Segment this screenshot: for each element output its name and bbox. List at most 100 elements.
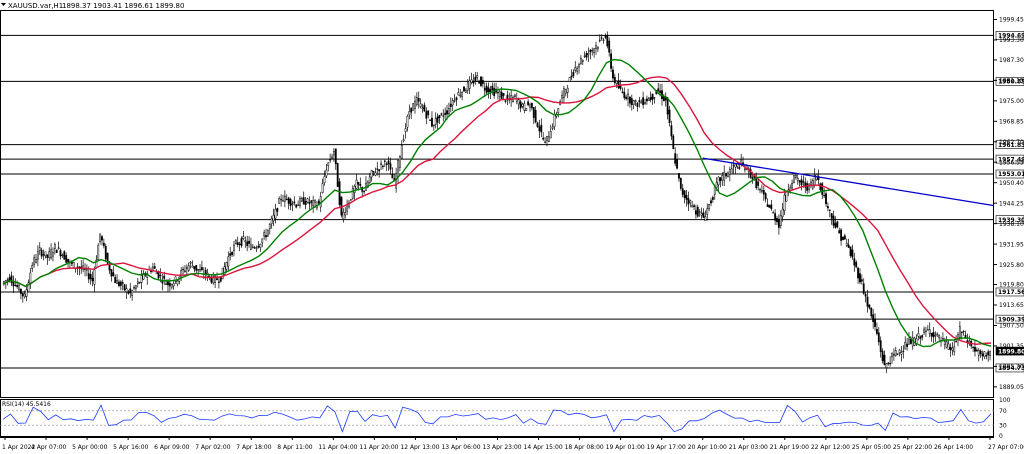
candle-body: [821, 183, 824, 195]
candle-body: [651, 93, 654, 100]
price-level-tag: [995, 314, 1024, 324]
candle-body: [785, 191, 788, 202]
candle-body: [904, 341, 907, 350]
candle-body: [308, 202, 311, 205]
candle-body: [193, 266, 196, 270]
candle-body: [547, 136, 550, 143]
candle-body: [25, 289, 28, 297]
candle-body: [530, 103, 533, 109]
y-tick-label: 1950.40: [999, 180, 1024, 187]
candle-body: [826, 206, 829, 209]
candle-body: [632, 100, 635, 105]
candle-body: [906, 343, 909, 347]
candle-body: [862, 283, 865, 294]
candle-body: [525, 108, 528, 112]
candle-body: [187, 265, 190, 271]
candle-body: [615, 80, 618, 85]
candle-body: [304, 201, 307, 205]
candle-body: [578, 64, 580, 68]
candle-body: [519, 101, 522, 109]
candle-body: [140, 275, 143, 283]
candle-body: [855, 261, 858, 268]
candle-body: [363, 191, 365, 193]
candle-body: [104, 245, 107, 260]
candle-body: [129, 288, 132, 294]
candle-body: [300, 198, 303, 202]
x-tick-label: 13 Apr 23:00: [483, 444, 522, 451]
candle-body: [112, 272, 115, 277]
candle-body: [606, 35, 609, 47]
candle-body: [764, 193, 767, 200]
candle-body: [453, 100, 456, 102]
x-tick-label: 25 Apr 05:00: [852, 444, 891, 451]
candle-body: [268, 224, 271, 229]
x-tick-label: 19 Apr 17:00: [647, 444, 686, 451]
candle-body: [625, 96, 628, 100]
candle-body: [246, 241, 249, 246]
candle-body: [932, 332, 935, 338]
candle-body: [800, 179, 803, 186]
candle-body: [549, 131, 552, 139]
x-tick-label: 5 Apr 16:00: [113, 444, 148, 451]
candle-body: [446, 110, 448, 115]
candle-body: [251, 246, 254, 248]
candle-body: [853, 258, 856, 266]
candle-body: [589, 49, 592, 53]
candle-body: [255, 247, 258, 249]
candle-body: [796, 177, 799, 181]
candle-body: [201, 267, 203, 270]
candle-body: [540, 124, 543, 133]
candle-body: [334, 148, 337, 165]
candle-body: [768, 205, 771, 208]
candle-body: [710, 200, 712, 204]
candle-body: [438, 114, 441, 119]
y-tick-label: 1895.20: [999, 364, 1024, 371]
candle-body: [412, 103, 415, 111]
candle-body: [770, 204, 773, 210]
candle-body: [981, 353, 984, 357]
candle-body: [259, 244, 262, 248]
candle-body: [804, 182, 807, 188]
candle-body: [955, 340, 958, 342]
candle-body: [962, 331, 965, 333]
candle-body: [889, 363, 892, 365]
price-level-tag: [995, 140, 1024, 149]
candle-body: [725, 173, 727, 177]
x-tick-label: 7 Apr 18:00: [236, 444, 271, 451]
price-level-tag: [995, 77, 1024, 86]
candle-body: [700, 213, 703, 216]
price-level-label: 1939.30: [998, 217, 1024, 224]
candle-body: [696, 206, 699, 217]
candle-body: [751, 177, 754, 180]
x-tick-label: 4 Apr 07:00: [31, 444, 66, 451]
candle-body: [378, 169, 381, 172]
candle-body: [455, 97, 458, 101]
candle-body: [723, 171, 726, 181]
price-level-tag: [995, 154, 1024, 164]
candle-body: [581, 59, 584, 62]
candle-body: [242, 236, 245, 239]
candle-body: [238, 243, 241, 245]
candle-body: [283, 195, 286, 202]
candle-body: [52, 252, 54, 257]
candle-body: [285, 198, 288, 201]
candle-body: [695, 210, 697, 215]
candle-body: [110, 269, 113, 277]
candle-body: [649, 96, 652, 100]
candle-body: [23, 293, 26, 298]
candle-body: [448, 108, 450, 115]
price-level-label: 1909.39: [998, 316, 1024, 323]
candle-body: [12, 282, 15, 287]
candle-body: [212, 276, 215, 284]
price-level-label: 1894.73: [998, 365, 1024, 372]
x-tick-label: 26 Apr 14:00: [934, 444, 973, 451]
y-tick-label: 1919.80: [999, 282, 1024, 289]
candle-body: [657, 88, 660, 92]
candle-body: [425, 111, 428, 119]
candle-body: [189, 262, 192, 264]
candle-body: [50, 249, 52, 259]
candle-body: [265, 235, 267, 238]
candle-body: [557, 108, 560, 113]
price-level-tag: [995, 169, 1024, 179]
